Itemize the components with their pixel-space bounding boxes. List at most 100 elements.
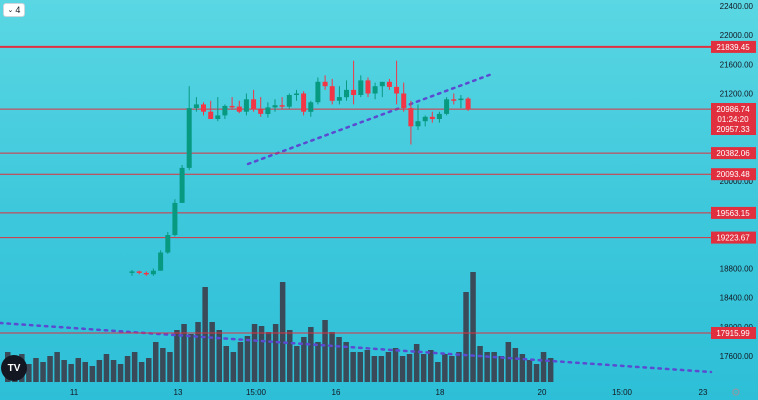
volume-bar [153,342,159,382]
level-label-bg [711,40,756,53]
candle-body [344,89,349,98]
candle-body [279,105,285,107]
chevron-down-icon: ⌄ [7,7,14,14]
candle-body [401,93,407,109]
volume-bar [315,342,321,382]
candle-body [301,93,307,112]
candle-body [458,98,464,101]
gear-icon[interactable]: ⚙ [731,387,741,399]
candle-body [215,115,221,119]
volume-bar [181,324,187,382]
candle-body [394,86,400,94]
volume-bar [294,346,300,382]
time-tick: 23 [699,388,708,397]
time-axis[interactable]: 11 13 15:00 16 18 20 15:00 23 [70,388,708,397]
price-tick: 21600.00 [720,60,754,69]
volume-bar [505,342,512,382]
volume-bar [96,360,103,382]
volume-bar [230,352,237,382]
candle-body [408,108,414,127]
volume-bar [435,362,441,382]
candle-body [150,270,156,275]
level-labels: 21839.45 20382.06 20093.48 19563.15 19223.67… [711,40,756,339]
volume-bar [258,326,265,382]
candle-layer [129,60,471,276]
volume-bar [470,272,476,382]
volume-bar [209,322,215,382]
time-tick: 18 [436,388,445,397]
level-label: 17915.99 [716,329,750,338]
volume-bar [167,352,173,382]
volume-bar [512,348,519,382]
volume-bar [308,327,314,382]
volume-bar [519,354,526,382]
candle-body [201,104,206,112]
candle-body [136,271,142,273]
timeframe-button[interactable]: ⌄ 4 [3,3,25,17]
support-trendline [0,321,713,374]
volume-bar [265,332,272,382]
volume-bar [533,364,540,382]
trend-layer [0,72,713,374]
volume-bar [124,356,131,382]
prev-close-value: 20957.33 [716,125,750,134]
volume-bar [26,364,32,382]
volume-bar [82,362,88,382]
volume-bar [498,356,504,382]
price-tick: 22400.00 [720,2,754,11]
candle-body [308,102,314,112]
volume-bar [47,356,53,382]
price-tick: 22000.00 [720,31,754,40]
candle-body [193,104,199,108]
level-label: 19223.67 [716,234,750,243]
price-tick: 18800.00 [720,265,754,274]
volume-bar [33,358,39,382]
price-tick: 21200.00 [720,90,754,99]
volume-bar [449,356,455,382]
volume-bar [287,330,293,382]
candle-body [436,113,442,119]
volume-bar [413,344,420,382]
volume-bar [385,352,392,382]
volume-bar [399,356,406,382]
volume-bar [371,356,378,382]
volume-bar [336,337,342,382]
volume-bar [195,322,201,382]
candle-body [179,167,185,203]
volume-bar [54,352,60,382]
volume-bar [202,287,208,382]
volume-bar [329,332,335,382]
volume-bar [117,364,124,382]
level-label: 19563.15 [716,209,750,218]
level-label-bg [711,147,756,160]
volume-bar [392,348,399,382]
candle-body [336,97,342,101]
volume-bar [301,337,307,382]
volume-bar [378,356,385,382]
tradingview-logo[interactable]: TV [1,355,27,381]
level-label: 20093.48 [716,170,750,179]
candle-body [172,202,178,235]
candle-body [351,89,357,95]
bar-countdown: 01:24:20 [717,115,749,124]
volume-bar [40,362,46,382]
volume-bar [174,330,180,382]
volume-bar [61,360,67,382]
volume-bar [223,346,229,382]
level-label-bg [711,231,756,244]
time-tick: 15:00 [612,388,633,397]
candle-body [379,81,385,87]
time-tick: 13 [174,388,183,397]
candle-body [422,116,428,122]
volume-bar [68,364,74,382]
volume-bar [357,352,363,382]
volume-bar [272,324,279,382]
volume-bar [75,358,81,382]
volume-bar [428,350,434,382]
candle-body [272,105,278,108]
level-label-bg [711,327,756,339]
price-tick: 18400.00 [720,294,754,303]
levels-layer [0,45,711,334]
